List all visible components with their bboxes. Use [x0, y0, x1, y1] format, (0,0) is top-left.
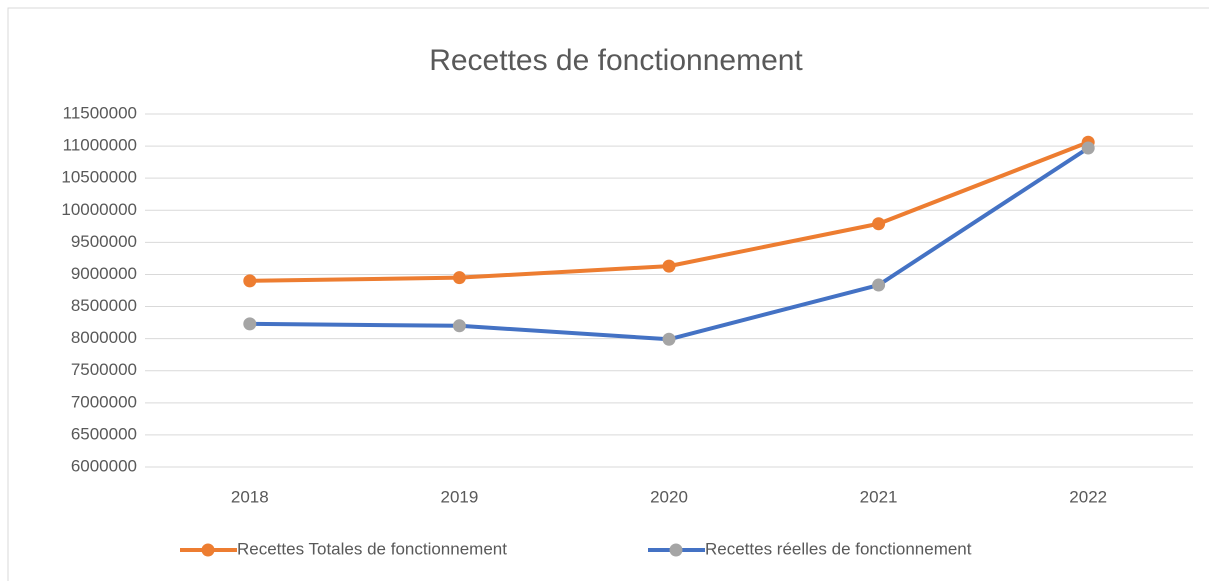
marker	[452, 319, 466, 333]
legend-label: Recettes Totales de fonctionnement	[237, 539, 507, 558]
marker	[243, 317, 257, 331]
y-tick-label: 9500000	[71, 232, 137, 251]
y-tick-label: 7000000	[71, 392, 137, 411]
y-tick-label: 11500000	[63, 103, 137, 122]
y-tick-label: 10500000	[61, 168, 137, 187]
y-tick-label: 10000000	[61, 200, 137, 219]
chart-title: Recettes de fonctionnement	[429, 44, 803, 77]
marker	[662, 259, 676, 273]
y-tick-label: 9000000	[71, 264, 137, 283]
marker	[872, 278, 886, 292]
y-tick-label: 8000000	[71, 328, 137, 347]
marker	[452, 271, 466, 285]
marker	[243, 274, 257, 288]
legend-marker	[669, 543, 683, 557]
x-tick-label: 2020	[650, 487, 688, 506]
y-tick-label: 6000000	[71, 456, 137, 475]
legend-label: Recettes réelles de fonctionnement	[705, 539, 972, 558]
marker	[1081, 141, 1095, 155]
y-tick-label: 8500000	[71, 296, 137, 315]
marker	[872, 217, 886, 231]
chart-frame	[7, 7, 1209, 586]
y-tick-label: 6500000	[71, 424, 137, 443]
x-tick-label: 2018	[231, 487, 269, 506]
x-tick-label: 2021	[860, 487, 898, 506]
y-tick-label: 11000000	[63, 136, 137, 155]
x-tick-label: 2022	[1069, 487, 1107, 506]
x-tick-label: 2019	[440, 487, 478, 506]
y-tick-label: 7500000	[71, 360, 137, 379]
marker	[662, 332, 676, 346]
legend-marker	[201, 543, 215, 557]
